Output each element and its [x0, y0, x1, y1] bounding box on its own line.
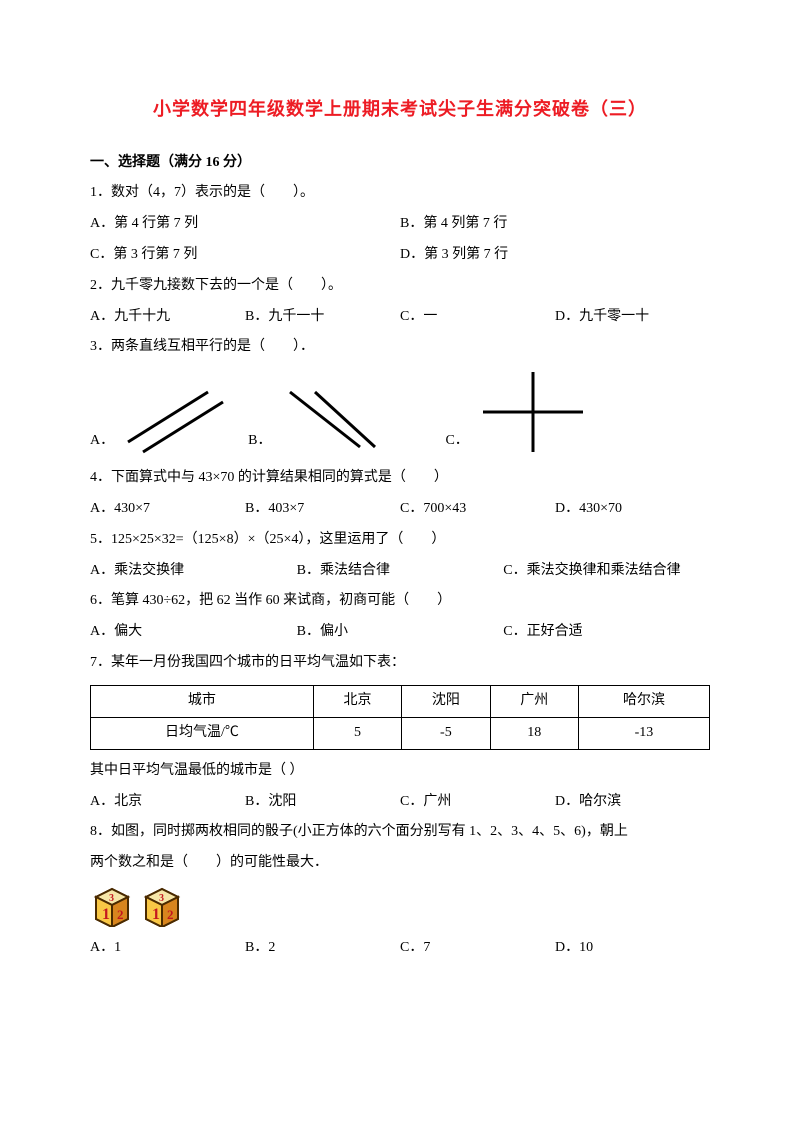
exam-title: 小学数学四年级数学上册期末考试尖子生满分突破卷（三）	[90, 90, 710, 130]
q4-opt-a: A．430×7	[90, 494, 245, 525]
q4-stem: 4．下面算式中与 43×70 的计算结果相同的算式是（ ）	[90, 463, 710, 494]
q1-options: A．第 4 行第 7 列 B．第 4 列第 7 行 C．第 3 行第 7 列 D…	[90, 209, 710, 271]
q7-stem: 7．某年一月份我国四个城市的日平均气温如下表：	[90, 648, 710, 679]
svg-text:1: 1	[152, 906, 160, 923]
q6-opt-b: B．偏小	[297, 617, 504, 648]
q8-opt-c: C．7	[400, 933, 555, 964]
q7-r2-c3: 18	[490, 717, 578, 749]
q7-opt-a: A．北京	[90, 787, 245, 818]
q7-opt-b: B．沈阳	[245, 787, 400, 818]
q7-r1-c1: 北京	[313, 685, 401, 717]
die-icon: 1 2 3	[90, 883, 134, 927]
dice-illustration: 1 2 3 1 2 3	[90, 883, 710, 927]
q3-opt-c: C．	[445, 367, 592, 457]
q3-opt-b: B．	[248, 377, 385, 457]
q4-opt-d: D．430×70	[555, 494, 710, 525]
q3-options: A． B． C．	[90, 367, 710, 457]
q7-r2-c2: -5	[402, 717, 490, 749]
q1-opt-a: A．第 4 行第 7 列	[90, 209, 400, 240]
die-icon: 1 2 3	[140, 883, 184, 927]
q2-opt-c: C．一	[400, 302, 555, 333]
q5-opt-b: B．乘法结合律	[297, 556, 504, 587]
q7-table: 城市 北京 沈阳 广州 哈尔滨 日均气温/℃ 5 -5 18 -13	[90, 685, 710, 750]
q3-opt-a: A．	[90, 377, 228, 457]
q1-opt-d: D．第 3 列第 7 行	[400, 240, 710, 271]
section-heading: 一、选择题（满分 16 分）	[90, 148, 710, 179]
q6-stem: 6．笔算 430÷62，把 62 当作 60 来试商，初商可能（ ）	[90, 586, 710, 617]
q8-opt-a: A．1	[90, 933, 245, 964]
q1-stem: 1．数对（4，7）表示的是（ ）。	[90, 178, 710, 209]
q5-opt-c: C．乘法交换律和乘法结合律	[503, 556, 710, 587]
q6-opt-c: C．正好合适	[503, 617, 710, 648]
q7-r2-c1: 5	[313, 717, 401, 749]
q7-options: A．北京 B．沈阳 C．广州 D．哈尔滨	[90, 787, 710, 818]
q6-options: A．偏大 B．偏小 C．正好合适	[90, 617, 710, 648]
cross-lines-icon	[473, 367, 593, 457]
svg-text:2: 2	[117, 907, 124, 922]
q3-opt-c-label: C．	[445, 426, 468, 457]
q8-opt-d: D．10	[555, 933, 710, 964]
q1-opt-c: C．第 3 行第 7 列	[90, 240, 400, 271]
q7-r2-c4: -13	[578, 717, 709, 749]
q7-r1-c2: 沈阳	[402, 685, 490, 717]
q2-stem: 2．九千零九接数下去的一个是（ ）。	[90, 271, 710, 302]
q5-opt-a: A．乘法交换律	[90, 556, 297, 587]
q5-stem: 5．125×25×32=（125×8）×（25×4），这里运用了（ ）	[90, 525, 710, 556]
svg-text:3: 3	[109, 893, 114, 904]
intersecting-lines-icon	[275, 377, 385, 457]
q1-opt-b: B．第 4 列第 7 行	[400, 209, 710, 240]
q8-stem-line2: 两个数之和是（ ）的可能性最大．	[90, 848, 710, 879]
svg-text:2: 2	[167, 907, 174, 922]
q7-opt-d: D．哈尔滨	[555, 787, 710, 818]
q6-opt-a: A．偏大	[90, 617, 297, 648]
parallel-lines-icon	[118, 377, 228, 457]
q2-opt-a: A．九千十九	[90, 302, 245, 333]
q7-r1-c4: 哈尔滨	[578, 685, 709, 717]
svg-text:3: 3	[159, 893, 164, 904]
svg-text:1: 1	[102, 906, 110, 923]
q4-opt-b: B．403×7	[245, 494, 400, 525]
q7-after: 其中日平均气温最低的城市是（ ）	[90, 756, 710, 787]
q2-options: A．九千十九 B．九千一十 C．一 D．九千零一十	[90, 302, 710, 333]
q7-opt-c: C．广州	[400, 787, 555, 818]
q7-r1-c3: 广州	[490, 685, 578, 717]
q7-r2-c0: 日均气温/℃	[91, 717, 314, 749]
q8-options: A．1 B．2 C．7 D．10	[90, 933, 710, 964]
q7-r1-c0: 城市	[91, 685, 314, 717]
q2-opt-b: B．九千一十	[245, 302, 400, 333]
q4-options: A．430×7 B．403×7 C．700×43 D．430×70	[90, 494, 710, 525]
q5-options: A．乘法交换律 B．乘法结合律 C．乘法交换律和乘法结合律	[90, 556, 710, 587]
q2-opt-d: D．九千零一十	[555, 302, 710, 333]
q3-stem: 3．两条直线互相平行的是（ ）．	[90, 332, 710, 363]
q3-opt-a-label: A．	[90, 426, 114, 457]
q8-stem-line1: 8．如图，同时掷两枚相同的骰子(小正方体的六个面分别写有 1、2、3、4、5、6…	[90, 817, 710, 848]
q3-opt-b-label: B．	[248, 426, 271, 457]
q8-opt-b: B．2	[245, 933, 400, 964]
q4-opt-c: C．700×43	[400, 494, 555, 525]
